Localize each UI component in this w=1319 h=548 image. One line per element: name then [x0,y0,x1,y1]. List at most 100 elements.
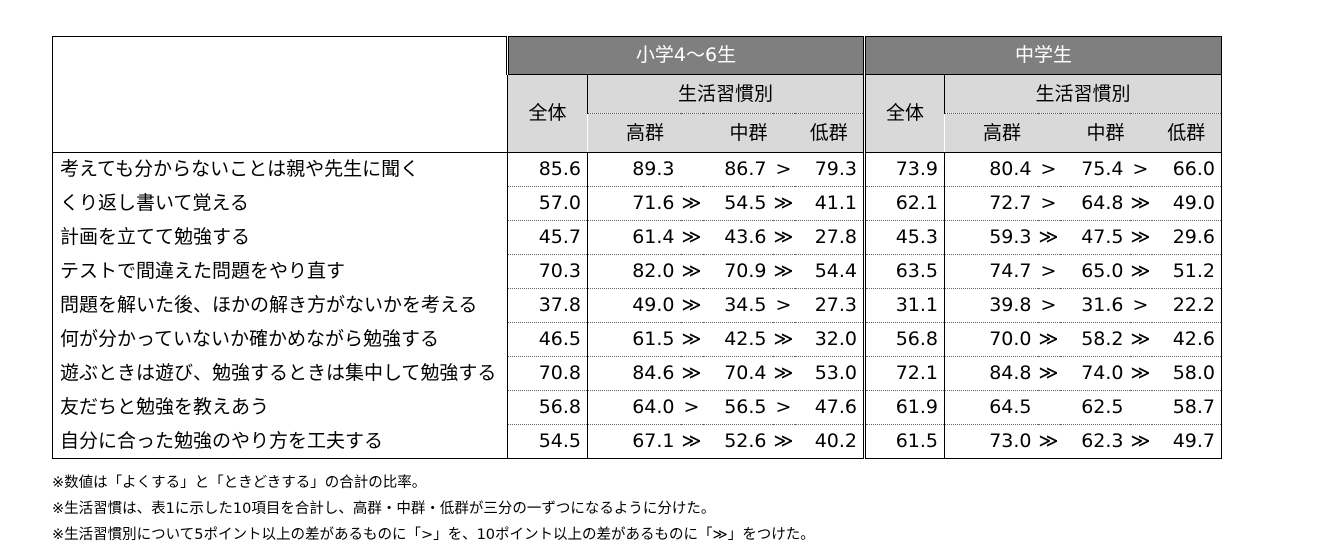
value-cell: 72.7 [944,186,1038,221]
comparison-mark: > [680,390,703,425]
table-row: 計画を立てて勉強する 45.7 61.4 ≫ 43.6 ≫ 27.8 45.3 59.3 ≫ 47.… [52,220,1222,255]
value-cell: 85.6 [507,152,588,187]
elementary-high-header: 高群 [587,113,703,153]
elementary-mid-header: 中群 [702,113,795,153]
value-cell: 53.0 [794,356,865,391]
elementary-habit-header: 生活習慣別 [587,74,865,114]
value-cell: 34.5 [702,288,773,323]
value-cell: 72.1 [863,356,945,391]
value-cell: 73.0 [944,424,1038,459]
comparison-mark: > [1037,288,1060,323]
row-label: 考えても分からないことは親や先生に聞く [52,152,508,187]
comparison-mark: > [1037,152,1060,187]
value-cell: 66.0 [1151,152,1222,187]
value-cell: 62.5 [1059,390,1130,425]
junior-high-header: 高群 [944,113,1060,153]
value-cell: 58.7 [1151,390,1222,425]
table-row: 友だちと勉強を教えあう 56.8 64.0 >56.5 >47.6 61.9 64.5 62.… [52,390,1222,425]
comparison-mark: ≫ [1037,220,1060,255]
comparison-mark: ≫ [1129,220,1152,255]
row-label: テストで間違えた問題をやり直す [52,254,508,289]
value-cell: 32.0 [794,322,865,357]
junior-mid-header: 中群 [1059,113,1152,153]
row-label: くり返し書いて覚える [52,186,508,221]
table-row: テストで間違えた問題をやり直す 70.3 82.0 ≫ 70.9 ≫ 54.4 63.5 74.… [52,254,1222,289]
table-row: くり返し書いて覚える 57.0 71.6 ≫ 54.5 ≫ 41.1 62.1 72.7 >64.… [52,186,1222,221]
elementary-all-header: 全体 [507,74,588,153]
comparison-mark: ≫ [1037,424,1060,459]
comparison-mark [1129,390,1152,425]
value-cell: 51.2 [1151,254,1222,289]
value-cell: 71.6 [587,186,681,221]
value-cell: 57.0 [507,186,588,221]
value-cell: 58.0 [1151,356,1222,391]
row-label: 友だちと勉強を教えあう [52,390,508,425]
comparison-mark: ≫ [772,220,795,255]
comparison-mark: ≫ [1129,186,1152,221]
value-cell: 64.0 [587,390,681,425]
comparison-mark: > [1129,288,1152,323]
comparison-mark: ≫ [772,186,795,221]
table-row: 何が分かっていないか確かめながら勉強する 46.5 61.5 ≫ 42.5 ≫ 32.0 56… [52,322,1222,357]
value-cell: 70.3 [507,254,588,289]
comparison-mark: ≫ [680,356,703,391]
footnote: ※生活習慣別について5ポイント以上の差があるものに「>」を、10ポイント以上の差… [52,527,815,543]
value-cell: 64.5 [944,390,1038,425]
footnote: ※数値は「よくする」と「ときどきする」の合計の比率。 [52,475,427,491]
junior-habit-header: 生活習慣別 [944,74,1222,114]
value-cell: 46.5 [507,322,588,357]
value-cell: 64.8 [1059,186,1130,221]
row-label: 計画を立てて勉強する [52,220,508,255]
value-cell: 79.3 [794,152,865,187]
value-cell: 45.3 [863,220,945,255]
value-cell: 45.7 [507,220,588,255]
value-cell: 49.0 [587,288,681,323]
value-cell: 27.8 [794,220,865,255]
comparison-mark: ≫ [680,322,703,357]
value-cell: 62.3 [1059,424,1130,459]
value-cell: 70.4 [702,356,773,391]
value-cell: 40.2 [794,424,865,459]
value-cell: 70.8 [507,356,588,391]
footnotes: ※数値は「よくする」と「ときどきする」の合計の比率。 ※生活習慣は、表1に示した… [52,470,815,548]
elementary-low-header: 低群 [794,113,865,153]
value-cell: 22.2 [1151,288,1222,323]
value-cell: 61.5 [587,322,681,357]
value-cell: 84.8 [944,356,1038,391]
comparison-mark: > [1129,152,1152,187]
value-cell: 70.9 [702,254,773,289]
value-cell: 43.6 [702,220,773,255]
comparison-mark: ≫ [680,254,703,289]
value-cell: 84.6 [587,356,681,391]
value-cell: 74.0 [1059,356,1130,391]
footnote: ※生活習慣は、表1に示した10項目を合計し、高群・中群・低群が三分の一ずつになる… [52,501,716,517]
table-row: 遊ぶときは遊び、勉強するときは集中して勉強する 70.8 84.6 ≫ 70.4 ≫ 53.… [52,356,1222,391]
value-cell: 67.1 [587,424,681,459]
comparison-mark: ≫ [772,356,795,391]
table-row: 考えても分からないことは親や先生に聞く 85.6 89.3 86.7 >79.3 73.9… [52,152,1222,187]
row-label: 遊ぶときは遊び、勉強するときは集中して勉強する [52,356,508,391]
comparison-mark: > [772,152,795,187]
value-cell: 75.4 [1059,152,1130,187]
comparison-mark: ≫ [680,288,703,323]
value-cell: 39.8 [944,288,1038,323]
value-cell: 61.5 [863,424,945,459]
value-cell: 56.8 [863,322,945,357]
value-cell: 54.5 [702,186,773,221]
value-cell: 47.6 [794,390,865,425]
value-cell: 73.9 [863,152,945,187]
value-cell: 49.0 [1151,186,1222,221]
value-cell: 82.0 [587,254,681,289]
value-cell: 42.6 [1151,322,1222,357]
row-label: 何が分かっていないか確かめながら勉強する [52,322,508,357]
value-cell: 65.0 [1059,254,1130,289]
value-cell: 31.6 [1059,288,1130,323]
table-row: 問題を解いた後、ほかの解き方がないかを考える 37.8 49.0 ≫ 34.5 >27.3… [52,288,1222,323]
value-cell: 59.3 [944,220,1038,255]
value-cell: 74.7 [944,254,1038,289]
comparison-mark [1037,390,1060,425]
comparison-mark: ≫ [772,322,795,357]
value-cell: 86.7 [702,152,773,187]
value-cell: 49.7 [1151,424,1222,459]
value-cell: 37.8 [507,288,588,323]
